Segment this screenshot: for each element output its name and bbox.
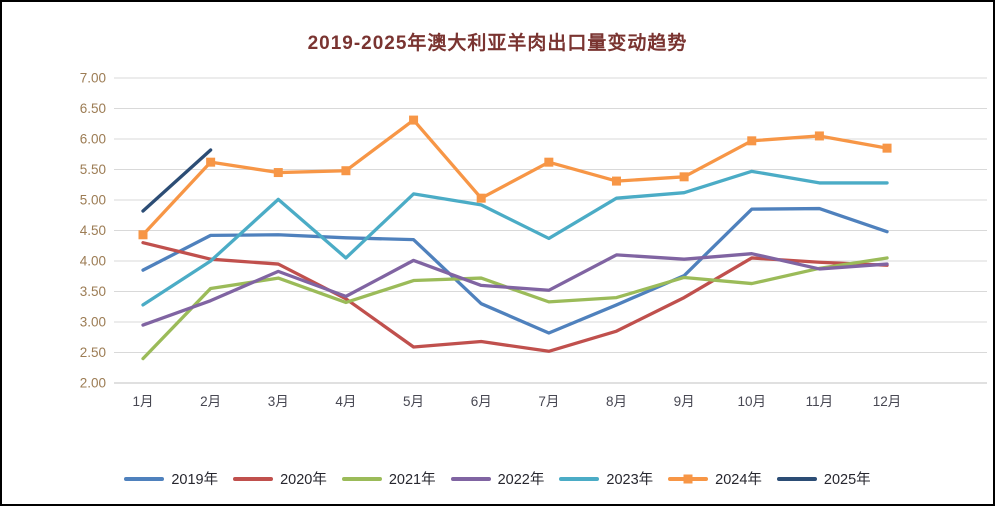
x-axis-tick-label: 9月 <box>674 394 695 409</box>
series-marker-2024年 <box>409 115 419 125</box>
legend-line-swatch <box>776 476 817 481</box>
series-line-2022年 <box>141 252 889 327</box>
legend-label: 2021年 <box>388 472 436 488</box>
x-axis-tick-label: 12月 <box>873 394 902 409</box>
legend-square-marker-icon <box>683 474 693 483</box>
y-axis-tick-label: 6.50 <box>80 101 106 116</box>
y-axis-tick-label: 4.50 <box>80 223 106 238</box>
legend-line-swatch <box>450 476 491 481</box>
legend-line-swatch <box>124 476 165 481</box>
legend-line-swatch <box>341 476 382 481</box>
legend-label: 2022年 <box>497 472 545 488</box>
series-line-2019年 <box>141 206 889 335</box>
series-marker-2024年 <box>273 168 283 178</box>
series-line-2025年 <box>141 148 213 213</box>
legend-item-2024年: 2024年 <box>668 468 762 489</box>
series-marker-2024年 <box>882 143 892 153</box>
y-axis-tick-label: 5.50 <box>80 162 106 177</box>
x-axis-tick-label: 1月 <box>132 394 153 409</box>
y-axis-tick-label: 3.50 <box>80 284 106 299</box>
series-marker-2024年 <box>611 176 621 186</box>
y-axis-tick-label: 6.00 <box>80 132 106 147</box>
legend-item-2020年: 2020年 <box>233 468 327 489</box>
x-axis-tick-label: 5月 <box>403 394 424 409</box>
x-axis-tick-label: 3月 <box>268 394 289 409</box>
series-line-2021年 <box>141 256 889 361</box>
legend-item-2019年: 2019年 <box>124 468 218 489</box>
legend-label: 2024年 <box>715 472 762 488</box>
y-axis-tick-label: 3.00 <box>80 315 106 330</box>
y-axis-tick-label: 2.00 <box>80 376 106 391</box>
legend-label: 2020年 <box>280 472 327 488</box>
chart-legend: 2019年 2020年 2021年 2022年 2023年 2024年 2025年 <box>2 468 993 489</box>
legend-label: 2023年 <box>606 472 654 488</box>
legend-line-swatch <box>233 476 274 481</box>
x-axis-tick-label: 10月 <box>737 394 766 409</box>
series-line-2023年 <box>141 169 889 307</box>
series-marker-2024年 <box>747 136 757 146</box>
series-marker-2024年 <box>814 131 824 141</box>
series-marker-2024年 <box>476 193 486 203</box>
legend-item-2021年: 2021年 <box>341 468 436 489</box>
legend-item-2022年: 2022年 <box>450 468 545 489</box>
legend-line-swatch <box>559 476 600 481</box>
y-axis-tick-label: 4.00 <box>80 254 106 269</box>
x-axis-tick-label: 2月 <box>200 394 221 409</box>
legend-label: 2025年 <box>823 472 871 488</box>
series-marker-2024年 <box>544 157 554 167</box>
x-axis-tick-label: 4月 <box>335 394 356 409</box>
series-marker-2024年 <box>138 230 148 240</box>
series-marker-2024年 <box>341 166 351 176</box>
series-marker-2024年 <box>206 157 216 167</box>
y-axis-tick-label: 5.00 <box>80 193 106 208</box>
legend-line-swatch <box>668 474 709 483</box>
x-axis-tick-label: 7月 <box>538 394 559 409</box>
legend-item-2025年: 2025年 <box>776 468 871 489</box>
y-axis-tick-label: 7.00 <box>80 71 106 86</box>
y-axis-tick-label: 2.50 <box>80 345 106 360</box>
chart-title: 2019-2025年澳大利亚羊肉出口量变动趋势 <box>307 33 688 54</box>
series-line-2024年 <box>141 118 889 237</box>
x-axis-tick-label: 6月 <box>471 394 492 409</box>
series-marker-2024年 <box>679 172 689 182</box>
legend-item-2023年: 2023年 <box>559 468 653 489</box>
series-line-2020年 <box>141 241 889 353</box>
legend-label: 2019年 <box>171 472 219 488</box>
x-axis-tick-label: 11月 <box>806 394 834 409</box>
x-axis-tick-label: 8月 <box>606 394 627 409</box>
